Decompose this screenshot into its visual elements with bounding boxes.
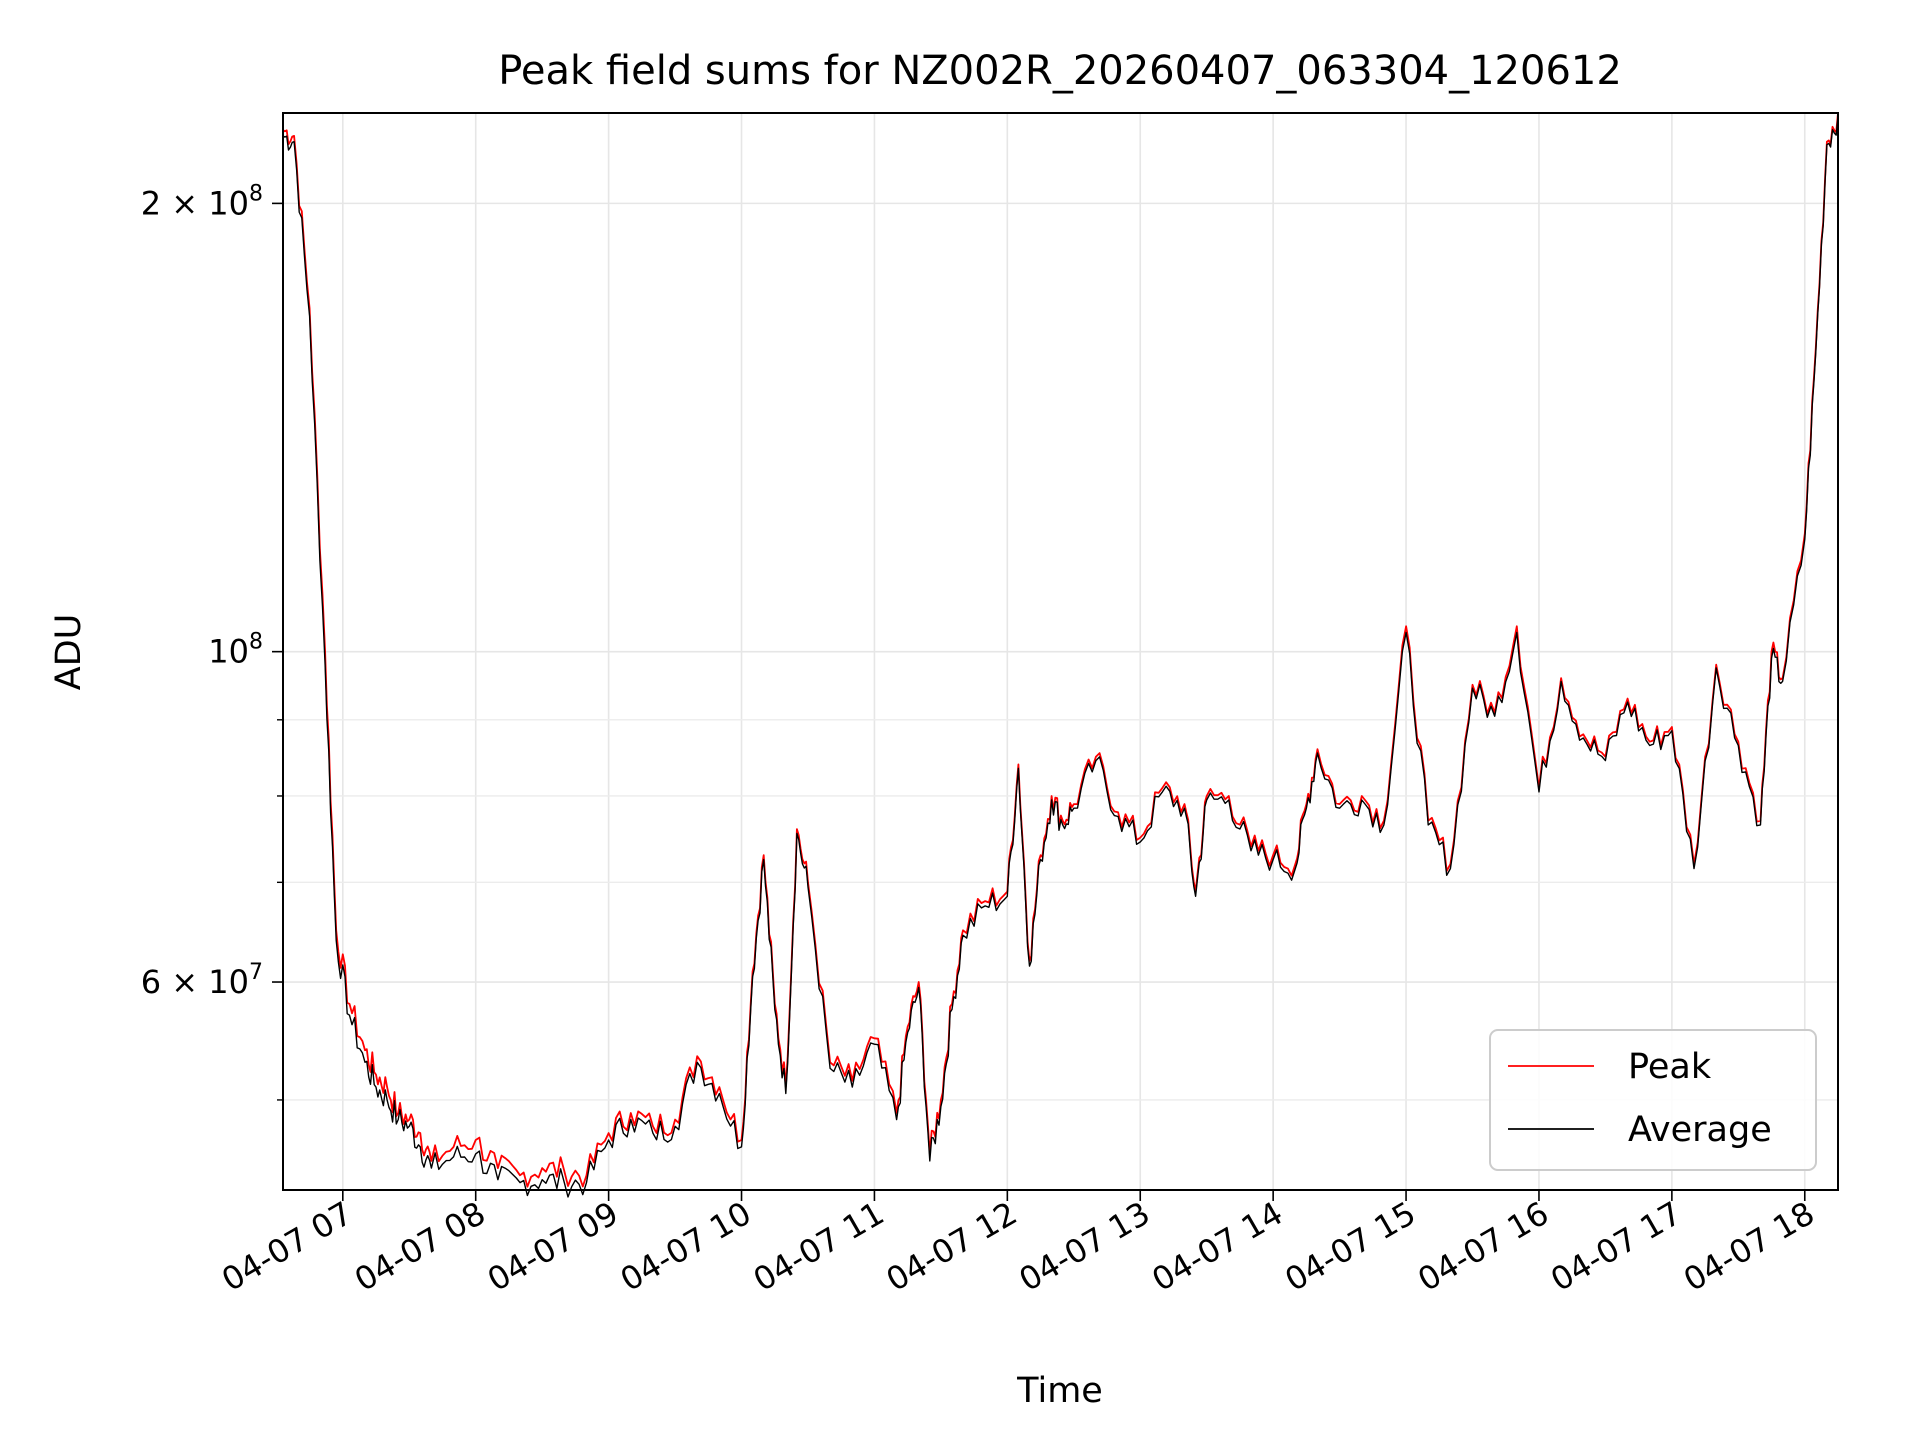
grid	[283, 113, 1838, 1190]
y-tick-label: 6 × 107	[141, 960, 263, 1001]
legend-label-average: Average	[1628, 1110, 1772, 1150]
legend-label-peak: Peak	[1628, 1047, 1712, 1087]
series-line-average	[282, 115, 1839, 1198]
legend-box	[1489, 1029, 1817, 1171]
y-axis-label: ADU	[49, 614, 89, 691]
y-tick-label: 108	[208, 630, 263, 671]
plot-lines	[282, 112, 1839, 1198]
legend: Peak Average	[1489, 1029, 1817, 1171]
chart-title: Peak field sums for NZ002R_20260407_0633…	[498, 48, 1622, 94]
y-tick-label: 2 × 108	[141, 181, 263, 222]
x-axis-label: Time	[1016, 1371, 1103, 1411]
